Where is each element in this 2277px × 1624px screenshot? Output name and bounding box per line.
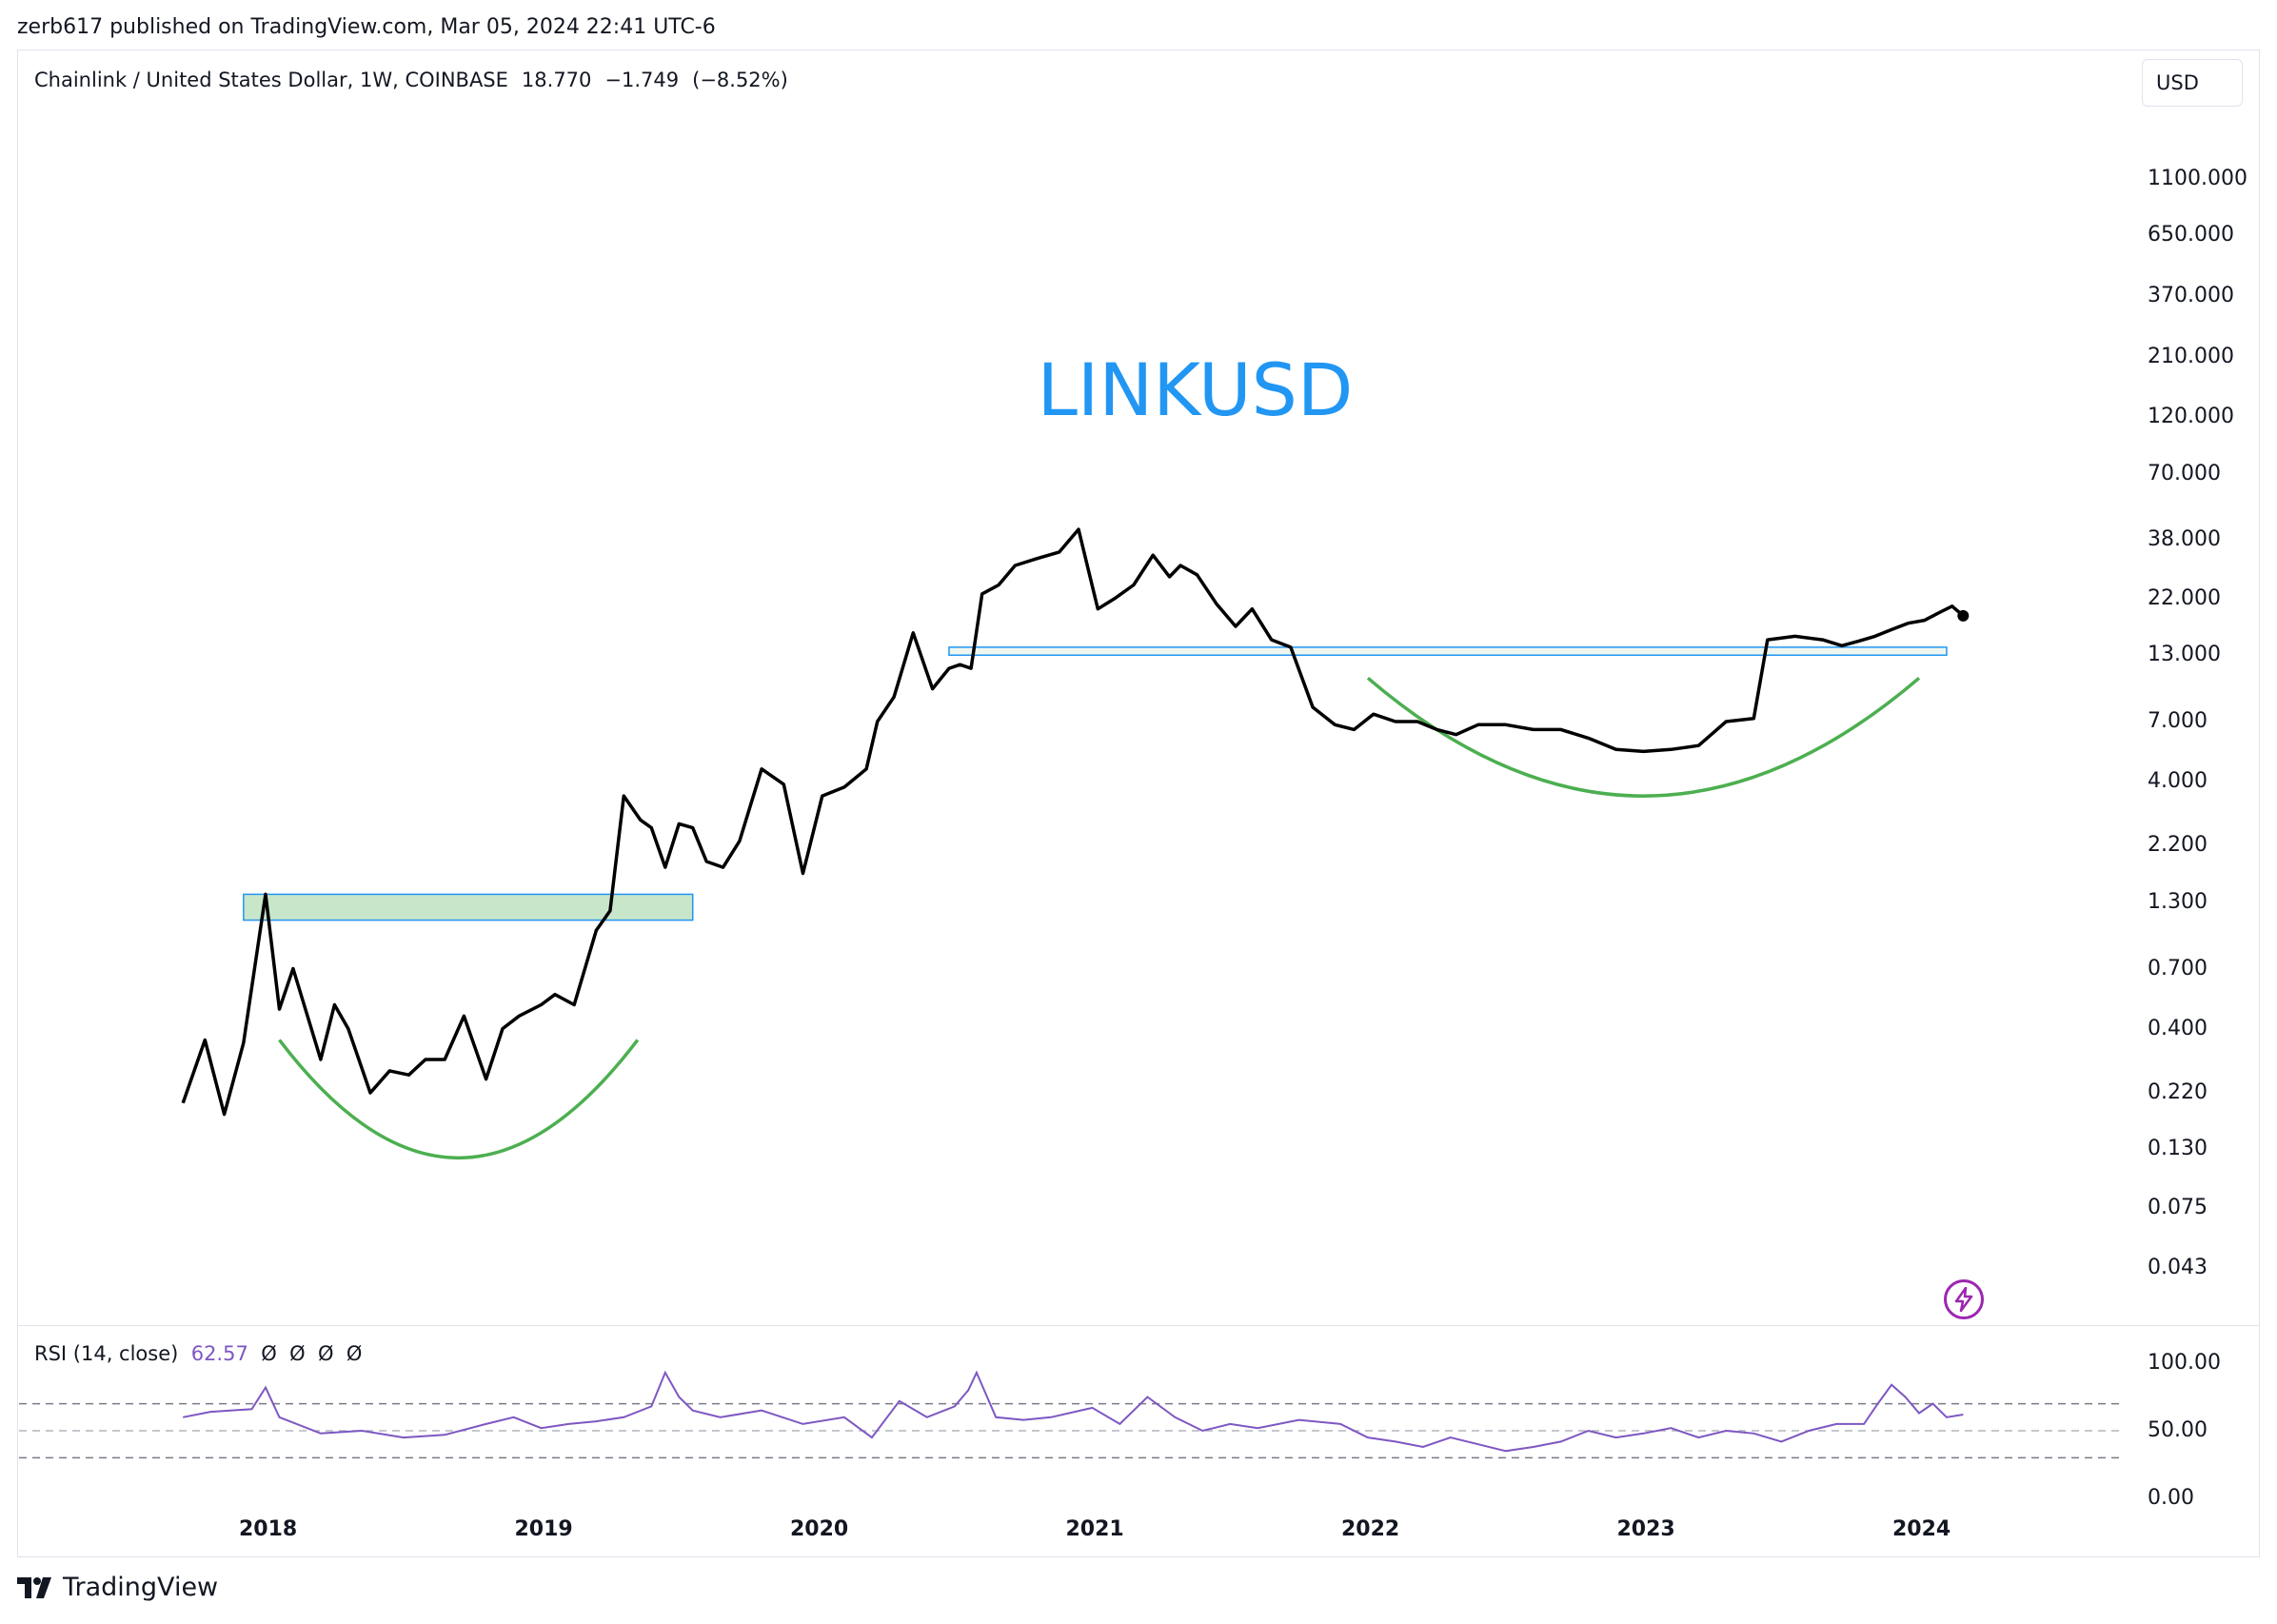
price-tick-label: 0.700 bbox=[2148, 956, 2208, 980]
tradingview-logo-text: TradingView bbox=[63, 1573, 219, 1602]
chart-title: LINKUSD bbox=[1037, 347, 1354, 433]
price-tick-label: 4.000 bbox=[2148, 769, 2208, 794]
pane-divider[interactable] bbox=[17, 1325, 2260, 1326]
publish-info: zerb617 published on TradingView.com, Ma… bbox=[17, 15, 716, 39]
price-tick-label: 120.000 bbox=[2148, 404, 2234, 428]
rsi-label[interactable]: RSI (14, close) bbox=[34, 1342, 179, 1365]
rsi-null-2: Ø bbox=[289, 1342, 306, 1365]
price-tick-label: 650.000 bbox=[2148, 223, 2234, 248]
time-tick-label: 2018 bbox=[239, 1517, 298, 1541]
symbol-name[interactable]: Chainlink / United States Dollar, 1W, CO… bbox=[34, 69, 508, 91]
price-tick-label: 13.000 bbox=[2148, 643, 2221, 667]
rsi-tick-label: 0.00 bbox=[2148, 1486, 2194, 1510]
time-tick-label: 2019 bbox=[514, 1517, 573, 1541]
price-tick-label: 2.200 bbox=[2148, 833, 2208, 858]
price-tick-label: 210.000 bbox=[2148, 344, 2234, 368]
lightning-icon[interactable] bbox=[1944, 1279, 1984, 1319]
price-tick-label: 1.300 bbox=[2148, 889, 2208, 914]
last-price: 18.770 bbox=[521, 69, 592, 91]
tradingview-logo[interactable]: TradingView bbox=[17, 1573, 218, 1602]
last-price-dot bbox=[1957, 609, 1970, 622]
time-tick-label: 2022 bbox=[1341, 1517, 1400, 1541]
time-tick-label: 2020 bbox=[790, 1517, 849, 1541]
price-tick-label: 0.043 bbox=[2148, 1256, 2208, 1279]
resistance-zone[interactable] bbox=[948, 646, 1948, 656]
price-tick-label: 38.000 bbox=[2148, 527, 2221, 552]
rsi-null-4: Ø bbox=[346, 1342, 363, 1365]
price-change-pct: (−8.52%) bbox=[692, 69, 788, 91]
tradingview-logo-icon bbox=[17, 1576, 51, 1598]
price-line[interactable] bbox=[181, 527, 1965, 1117]
cup-arc[interactable] bbox=[1366, 676, 1921, 798]
price-tick-label: 0.220 bbox=[2148, 1080, 2208, 1104]
resistance-zone[interactable] bbox=[243, 893, 694, 921]
currency-button[interactable]: USD bbox=[2142, 59, 2243, 107]
price-tick-label: 22.000 bbox=[2148, 585, 2221, 610]
rsi-legend: RSI (14, close) 62.57 Ø Ø Ø Ø bbox=[34, 1342, 362, 1365]
price-tick-label: 0.075 bbox=[2148, 1196, 2208, 1220]
rsi-null-3: Ø bbox=[317, 1342, 334, 1365]
price-tick-label: 1100.000 bbox=[2148, 167, 2247, 190]
rsi-tick-label: 50.00 bbox=[2148, 1418, 2208, 1442]
rsi-null-1: Ø bbox=[261, 1342, 277, 1365]
time-tick-label: 2021 bbox=[1065, 1517, 1124, 1541]
rsi-line[interactable] bbox=[183, 1370, 1964, 1453]
cup-arc[interactable] bbox=[278, 1039, 640, 1160]
price-tick-label: 0.130 bbox=[2148, 1137, 2208, 1161]
rsi-value: 62.57 bbox=[190, 1342, 248, 1365]
price-tick-label: 370.000 bbox=[2148, 283, 2234, 307]
time-tick-label: 2023 bbox=[1616, 1517, 1675, 1541]
price-change: −1.749 bbox=[604, 69, 680, 91]
symbol-legend: Chainlink / United States Dollar, 1W, CO… bbox=[34, 69, 802, 91]
price-tick-label: 0.400 bbox=[2148, 1016, 2208, 1040]
price-tick-label: 7.000 bbox=[2148, 709, 2208, 733]
rsi-tick-label: 100.00 bbox=[2148, 1351, 2221, 1375]
lightning-glyph bbox=[1954, 1287, 1973, 1312]
time-tick-label: 2024 bbox=[1892, 1517, 1951, 1541]
price-tick-label: 70.000 bbox=[2148, 462, 2221, 486]
chart-frame bbox=[17, 50, 2260, 1557]
